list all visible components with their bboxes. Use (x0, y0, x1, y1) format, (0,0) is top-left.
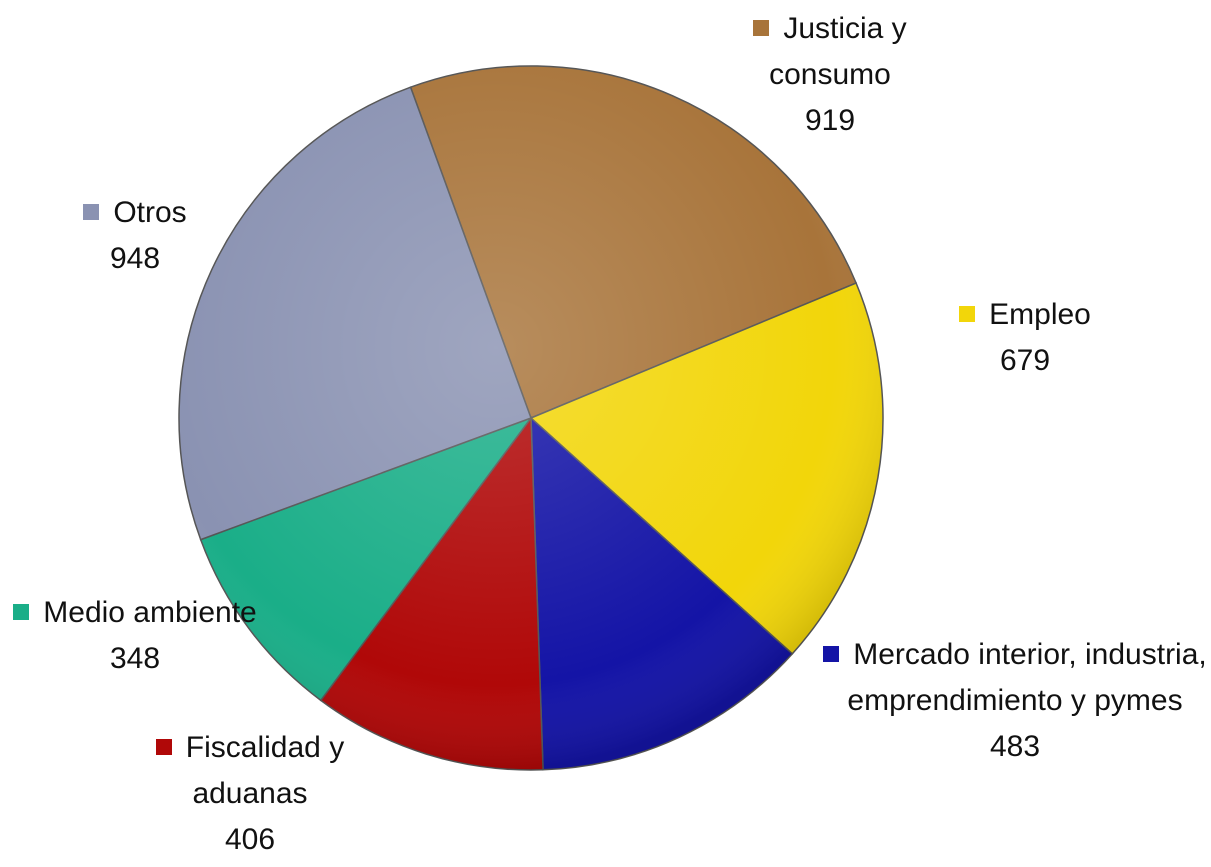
data-label: Otros 948 (20, 190, 250, 282)
category-name: Empleo (989, 298, 1091, 331)
category-name: Medio ambiente (43, 596, 257, 629)
value-label: 406 (224, 823, 276, 856)
data-label: Empleo 679 (905, 292, 1145, 384)
data-label: Fiscalidad y aduanas 406 (95, 725, 405, 863)
value-label: 483 (989, 730, 1041, 763)
category-name: Mercado interior, industria, emprendimie… (847, 638, 1207, 717)
legend-marker (823, 646, 840, 662)
category-name: Otros (113, 196, 187, 229)
value-label: 919 (804, 104, 856, 137)
data-label: Mercado interior, industria, emprendimie… (820, 632, 1210, 770)
legend-marker (959, 306, 976, 322)
legend-marker (83, 204, 100, 220)
legend-marker (753, 20, 770, 36)
data-label: Medio ambiente 348 (10, 590, 260, 682)
value-label: 679 (999, 344, 1051, 377)
value-label: 948 (109, 242, 161, 275)
category-name: Fiscalidad y aduanas (185, 731, 345, 810)
data-label: Justicia y consumo 919 (690, 6, 970, 144)
legend-marker (13, 604, 30, 620)
value-label: 348 (109, 642, 161, 675)
category-name: Justicia y consumo (769, 12, 907, 91)
legend-marker (155, 739, 172, 755)
